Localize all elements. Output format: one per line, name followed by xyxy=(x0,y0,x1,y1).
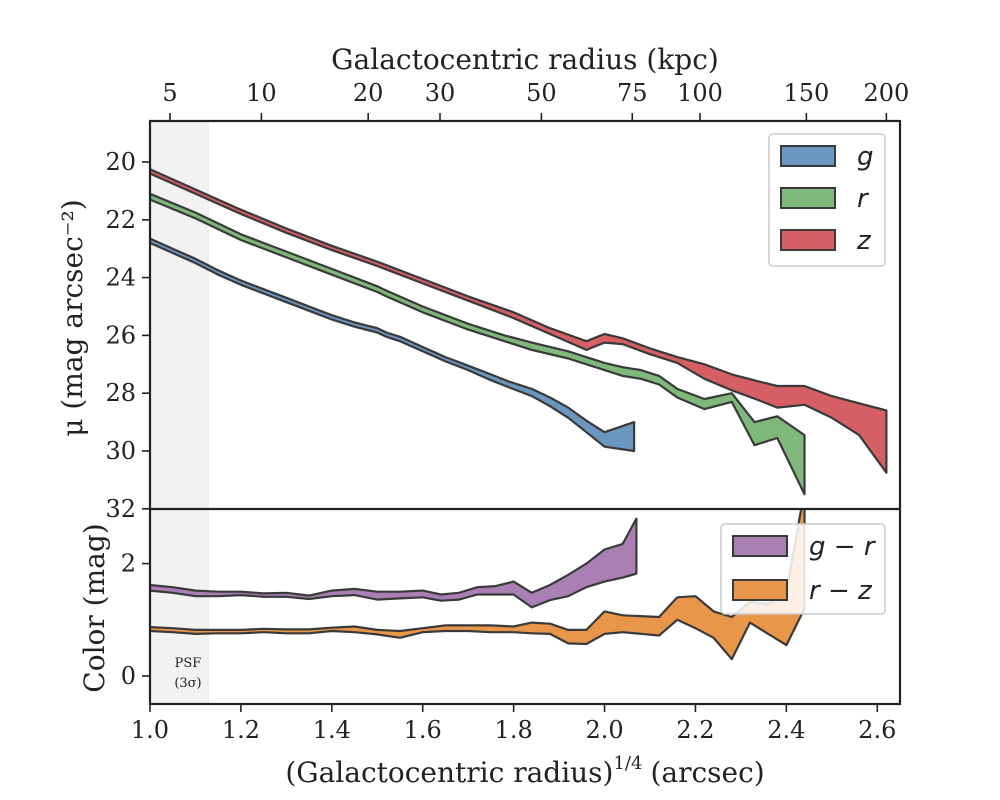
band-z xyxy=(150,168,888,474)
band-g xyxy=(150,237,636,453)
x-axis-label: (Galactocentric radius)1/4 (arcsec) xyxy=(285,753,764,789)
band-r xyxy=(150,192,806,496)
legend-surface-brightness: grz xyxy=(768,133,886,267)
color-legend-item-label: r − z xyxy=(809,576,873,606)
legend-color: g − r r − z xyxy=(720,523,886,615)
top-x-tick-label: 20 xyxy=(353,79,384,107)
y-tick-label: 28 xyxy=(105,379,136,407)
legend-item-swatch xyxy=(780,229,836,251)
band-g-minus-r xyxy=(150,517,638,609)
x-tick-label: 2.0 xyxy=(585,716,623,744)
x-tick-label: 1.6 xyxy=(404,716,442,744)
y-tick-label: 32 xyxy=(105,495,136,523)
legend-item-label: r xyxy=(857,184,870,214)
legend-item-label: g xyxy=(857,142,874,172)
color-legend-item-swatch xyxy=(732,535,788,557)
top-x-tick-label: 100 xyxy=(677,79,723,107)
y-tick-label: 22 xyxy=(105,206,136,234)
top-x-tick-label: 50 xyxy=(526,79,557,107)
legend-item-label: z xyxy=(856,226,872,256)
surface-brightness-bands xyxy=(150,168,888,496)
psf-label-line1: PSF xyxy=(175,656,202,671)
x-tick-label: 2.6 xyxy=(858,716,896,744)
top-axis-label: Galactocentric radius (kpc) xyxy=(331,43,719,76)
top-x-tick-label: 30 xyxy=(425,79,456,107)
y-axis-label-color: Color (mag) xyxy=(78,523,111,692)
x-tick-label: 2.4 xyxy=(767,716,805,744)
psf-label-line2: (3σ) xyxy=(174,676,201,691)
top-x-tick-label: 75 xyxy=(617,79,648,107)
x-tick-label: 2.2 xyxy=(676,716,714,744)
top-x-tick-label: 200 xyxy=(863,79,909,107)
y-tick-label: 20 xyxy=(105,148,136,176)
x-tick-label: 1.8 xyxy=(495,716,533,744)
y-tick-label: 30 xyxy=(105,437,136,465)
top-x-tick-label: 5 xyxy=(162,79,177,107)
x-tick-label: 1.2 xyxy=(222,716,260,744)
x-tick-label: 1.0 xyxy=(131,716,169,744)
y-tick-label: 24 xyxy=(105,264,136,292)
legend-item-swatch xyxy=(780,187,836,209)
color-legend-item-label: g − r xyxy=(809,532,877,562)
top-x-tick-label: 10 xyxy=(246,79,277,107)
color-y-tick-label: 2 xyxy=(121,550,136,578)
plot-frame xyxy=(148,119,902,706)
y-axis-label-surface-brightness: μ (mag arcsec⁻²) xyxy=(56,199,89,436)
axes: 1.0 1.2 1.4 1.6 1.8 2.0 2.2 2.4 2.65 10 20 30 50 75 10… xyxy=(105,79,909,744)
legend-item-swatch xyxy=(780,145,836,167)
color-bands xyxy=(150,509,806,661)
top-x-tick-label: 150 xyxy=(783,79,829,107)
band-r-minus-z xyxy=(150,509,806,661)
y-tick-label: 26 xyxy=(105,321,136,349)
x-tick-label: 1.4 xyxy=(313,716,351,744)
color-y-tick-label: 0 xyxy=(121,662,136,690)
color-legend-item-swatch xyxy=(732,579,788,601)
